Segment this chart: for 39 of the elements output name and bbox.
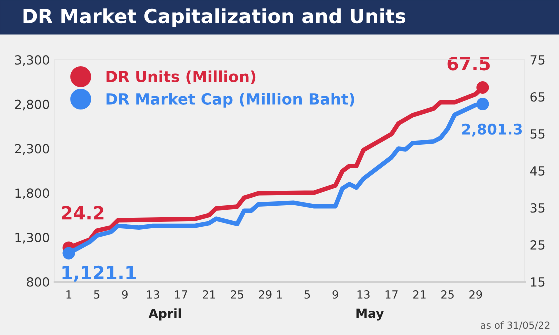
y2-tick-label: 35 [530, 203, 545, 213]
y2-tick-label: 45 [530, 166, 545, 176]
y-tick-label: 800 [27, 277, 50, 287]
data-label: 1,121.1 [62, 266, 136, 282]
y2-tick-label: 55 [530, 130, 545, 139]
text: May [356, 308, 384, 321]
x-tick-label: 21 [414, 290, 426, 299]
legend-label: DR Market Cap (Million Baht) [106, 93, 354, 108]
x-tick-label: 9 [332, 290, 338, 299]
legend-label: DR Units (Million) [106, 70, 256, 84]
x-tick-label: 13 [358, 290, 370, 299]
x-tick-label: 17 [175, 290, 188, 299]
x-tick-label: 29 [259, 290, 272, 299]
data-label: 24.2 [62, 206, 104, 220]
y-tick-label: 2,300 [15, 144, 50, 155]
text: April [148, 308, 182, 321]
x-tick-label: 1 [66, 290, 72, 299]
y2-tick-label: 15 [531, 278, 545, 287]
y2-tick-label: 25 [530, 240, 545, 250]
x-tick-label: 17 [386, 290, 398, 299]
y-tick-label: 1,800 [16, 188, 50, 200]
data-label: 2,801.3 [462, 124, 522, 137]
data-label: 67.5 [448, 57, 490, 71]
x-tick-label: 21 [203, 290, 216, 299]
x-tick-label: 5 [304, 290, 310, 299]
y2-tick-label: 65 [530, 92, 545, 102]
x-tick-label: 25 [442, 290, 454, 299]
y-tick-label: 2,800 [15, 100, 50, 111]
x-tick-label: 29 [470, 290, 482, 299]
y-tick-label: 3,300 [15, 55, 50, 66]
x-tick-label: 25 [231, 290, 244, 299]
y2-tick-label: 75 [530, 56, 545, 65]
chart-title: DR Market Capitalization and Units [24, 8, 406, 28]
text: as of 31/05/22 [480, 322, 550, 330]
x-tick-label: 9 [122, 290, 128, 299]
x-tick-label: 1 [277, 290, 282, 299]
y-tick-label: 1,300 [16, 233, 50, 244]
x-tick-label: 13 [147, 290, 160, 299]
x-tick-label: 5 [94, 290, 100, 299]
